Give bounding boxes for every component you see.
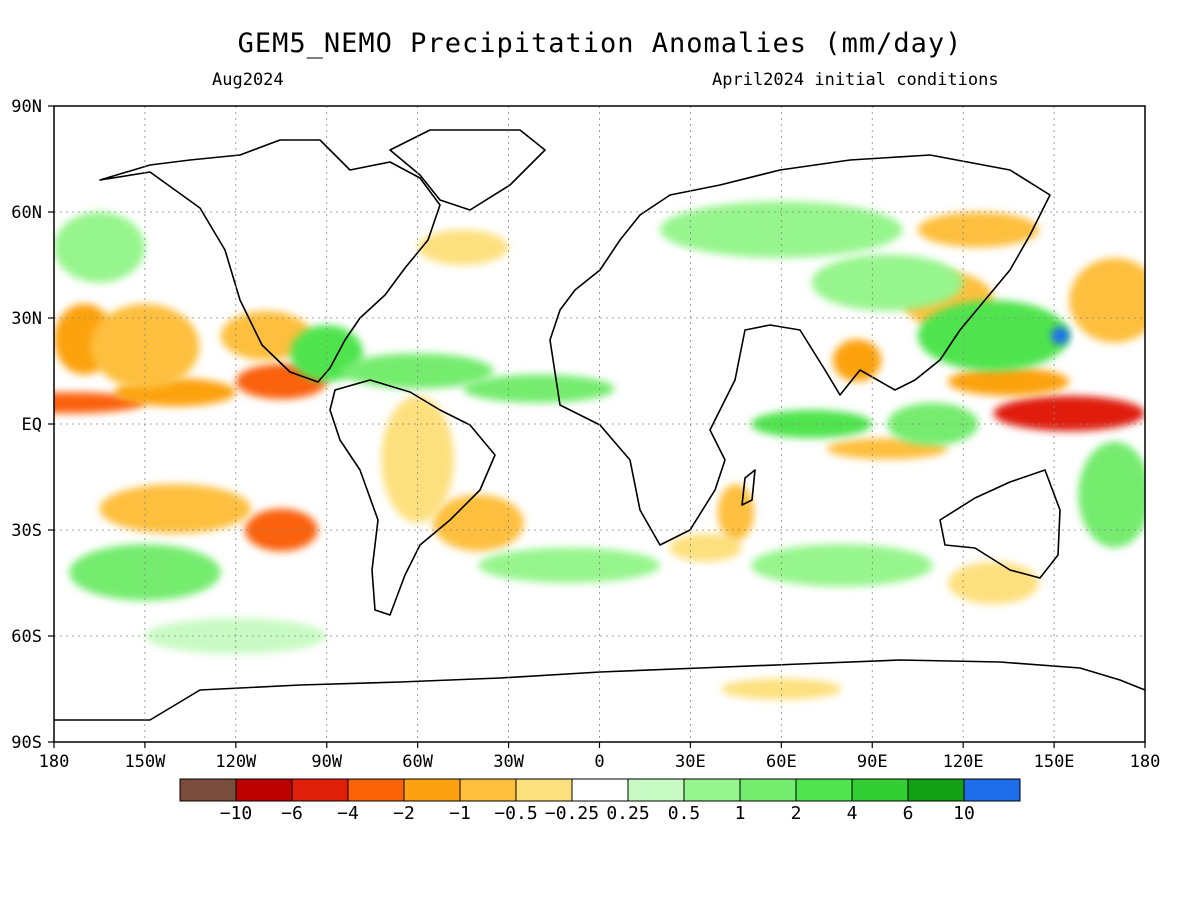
x-tick-label: 0 <box>594 752 604 772</box>
colorbar-label: 6 <box>903 803 914 824</box>
colorbar-swatch <box>907 778 965 802</box>
x-tick-label: 60W <box>402 752 433 772</box>
anomaly-region <box>381 395 455 523</box>
x-tick-label: 30E <box>675 752 706 772</box>
colorbar-label: −0.25 <box>545 803 599 824</box>
page-title: GEM5_NEMO Precipitation Anomalies (mm/da… <box>237 28 963 59</box>
colorbar-swatch <box>403 778 461 802</box>
x-tick-label: 180 <box>1130 752 1161 772</box>
colorbar-label: −1 <box>449 803 471 824</box>
south-america-outline <box>329 379 496 616</box>
anomaly-region <box>832 339 882 382</box>
y-tick-label: 90S <box>11 733 42 753</box>
colorbar-label: −0.5 <box>494 803 537 824</box>
anomaly-region <box>244 508 318 552</box>
anomaly-region <box>432 494 524 552</box>
y-tick-label: 60S <box>11 627 42 647</box>
colorbar-label: −2 <box>393 803 415 824</box>
anomaly-region <box>69 544 221 601</box>
colorbar-swatch <box>459 778 517 802</box>
x-tick-label: 30W <box>493 752 524 772</box>
colorbar-swatch <box>683 778 741 802</box>
axis-ticks: 180 150W 120W 90W 60W 30W 0 30E 60E 90E 120E 150E 18… <box>11 97 1160 772</box>
y-tick-label: EQ <box>22 415 42 435</box>
x-tick-label: 60E <box>766 752 797 772</box>
anomaly-region <box>917 212 1039 248</box>
colorbar-swatch <box>515 778 573 802</box>
colorbar-swatch <box>795 778 853 802</box>
colorbar-label: 0.5 <box>668 803 701 824</box>
madagascar-outline <box>741 469 756 506</box>
colorbar-swatch <box>851 778 909 802</box>
anomaly-region <box>478 547 661 583</box>
x-tick-label: 120W <box>215 752 257 772</box>
colorbar-swatch <box>235 778 293 802</box>
anomaly-region <box>887 402 979 446</box>
anomaly-region <box>811 254 964 311</box>
y-tick-label: 30S <box>11 521 42 541</box>
anomaly-region <box>751 544 933 587</box>
anomaly-region <box>54 212 145 283</box>
x-tick-label: 90E <box>857 752 888 772</box>
colorbar-swatch <box>347 778 405 802</box>
anomaly-region <box>948 561 1039 605</box>
anomaly-region <box>1078 441 1145 548</box>
australia-outline <box>939 469 1061 579</box>
colorbar-label: −4 <box>337 803 359 824</box>
anomaly-region <box>99 484 251 534</box>
colorbar-swatch <box>627 778 685 802</box>
anomaly-region <box>220 310 312 361</box>
anomaly-region <box>1069 257 1145 343</box>
colorbar-label: −10 <box>220 803 253 824</box>
anomaly-region <box>669 533 742 562</box>
colorbar: −10 −6 −4 −2 −1 −0.5 −0.25 0.25 0.5 1 2 4 6 10 <box>179 778 1021 824</box>
north-america-outline <box>99 139 441 383</box>
anomaly-region <box>417 229 509 265</box>
colorbar-label: −6 <box>281 803 303 824</box>
colorbar-label: 0.25 <box>606 803 649 824</box>
colorbar-label: 4 <box>847 803 858 824</box>
x-tick-label: 120E <box>943 752 984 772</box>
x-tick-label: 180 <box>39 752 70 772</box>
y-tick-label: 90N <box>11 97 42 117</box>
x-tick-label: 90W <box>311 752 342 772</box>
anomaly-region <box>717 484 755 541</box>
colorbar-swatch <box>571 778 629 802</box>
colorbar-label: 1 <box>735 803 746 824</box>
colorbar-swatch <box>963 778 1021 802</box>
coastlines <box>54 129 1145 721</box>
y-tick-label: 30N <box>11 309 42 329</box>
forecast-month-label: Aug2024 <box>212 70 284 90</box>
anomaly-region <box>635 356 685 386</box>
lat-lon-grid <box>54 106 1145 742</box>
anomaly-field <box>54 201 1145 700</box>
x-tick-label: 150W <box>124 752 166 772</box>
y-tick-label: 60N <box>11 203 42 223</box>
colorbar-label: 10 <box>953 803 975 824</box>
colorbar-swatch <box>291 778 349 802</box>
anomaly-region <box>463 374 615 403</box>
antarctica-outline <box>54 659 1145 721</box>
anomaly-region <box>993 395 1145 432</box>
colorbar-label: 2 <box>791 803 802 824</box>
colorbar-swatch <box>739 778 797 802</box>
initial-conditions-label: April2024 initial conditions <box>712 70 999 90</box>
colorbar-swatch <box>179 778 237 802</box>
anomaly-region <box>948 367 1070 396</box>
anomaly-region <box>660 201 903 258</box>
x-tick-label: 150E <box>1034 752 1075 772</box>
anomaly-region <box>1051 326 1070 345</box>
greenland-outline <box>389 129 546 211</box>
